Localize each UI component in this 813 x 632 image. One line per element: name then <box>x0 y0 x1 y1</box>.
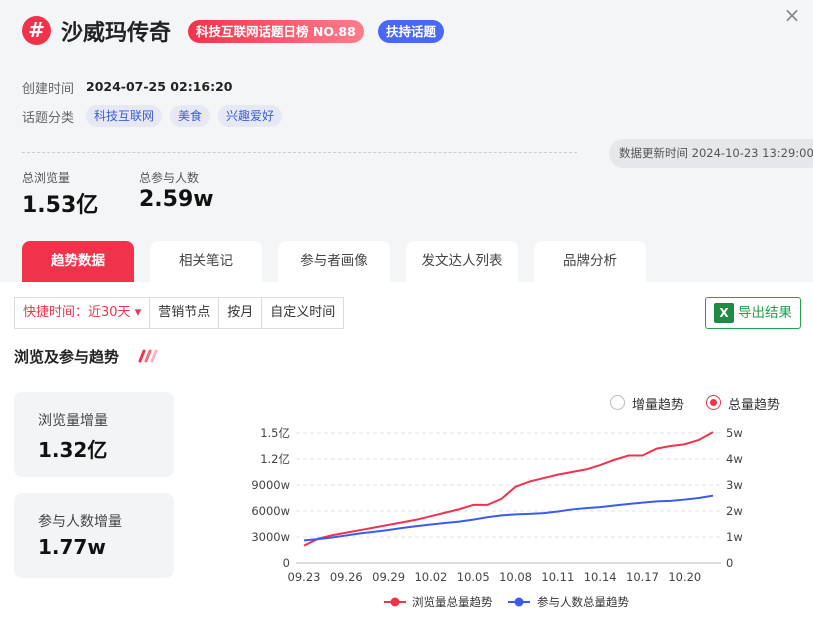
time-filter-bar: 快捷时间：近30天 ▾ 营销节点 按月 自定义时间 <box>14 297 345 329</box>
total-trend-radio[interactable]: 总量趋势 <box>706 394 780 413</box>
export-button[interactable]: X 导出结果 <box>705 297 801 329</box>
close-icon[interactable]: × <box>783 3 801 27</box>
radio-label: 增量趋势 <box>632 398 685 413</box>
category-label: 话题分类 <box>22 111 75 126</box>
total-views-value: 1.53亿 <box>22 193 99 218</box>
hashtag-icon: # <box>22 16 51 45</box>
rank-badge: 科技互联网话题日榜 NO.88 <box>188 20 364 43</box>
data-update-time: 数据更新时间 2024-10-23 13:29:00 <box>609 139 813 168</box>
custom-time-button[interactable]: 自定义时间 <box>270 305 336 320</box>
quick-time-select[interactable]: 快捷时间：近30天 ▾ <box>15 298 151 328</box>
tab-brand-analysis[interactable]: 品牌分析 <box>534 241 646 282</box>
total-participants-value: 2.59w <box>139 187 214 212</box>
views-increment-label: 浏览量增量 <box>38 413 108 429</box>
total-views-label: 总浏览量 <box>22 171 71 185</box>
tab-trend-data[interactable]: 趋势数据 <box>22 241 134 282</box>
quick-time-value: 近30天 <box>88 305 131 320</box>
views-increment-card: 浏览量增量 1.32亿 <box>14 392 174 477</box>
radio-circle <box>610 395 625 410</box>
title-decoration-icon <box>138 349 158 363</box>
export-label: 导出结果 <box>738 305 792 321</box>
category-tag: 美食 <box>170 105 211 127</box>
total-participants-label: 总参与人数 <box>139 171 200 185</box>
section-title: 浏览及参与趋势 <box>14 348 120 366</box>
category-tag: 科技互联网 <box>86 105 163 127</box>
divider <box>22 152 577 153</box>
excel-icon: X <box>714 303 734 323</box>
radio-label: 总量趋势 <box>728 398 781 413</box>
tab-creator-list[interactable]: 发文达人列表 <box>406 241 518 282</box>
created-time-value: 2024-07-25 02:16:20 <box>86 79 233 94</box>
topic-title: 沙威玛传奇 <box>61 21 172 46</box>
quick-time-label: 快捷时间： <box>23 305 89 320</box>
increment-trend-radio[interactable]: 增量趋势 <box>610 394 684 413</box>
radio-circle <box>706 395 721 410</box>
created-time-label: 创建时间 <box>22 82 75 97</box>
tab-participant-profile[interactable]: 参与者画像 <box>278 241 390 282</box>
chevron-down-icon: ▾ <box>134 305 142 320</box>
category-tag: 兴趣爱好 <box>218 105 283 127</box>
marketing-node-button[interactable]: 营销节点 <box>150 298 220 328</box>
participants-increment-label: 参与人数增量 <box>38 514 122 530</box>
tab-related-notes[interactable]: 相关笔记 <box>150 241 262 282</box>
participants-increment-value: 1.77w <box>38 535 106 559</box>
support-badge: 扶持话题 <box>378 20 445 43</box>
by-month-button[interactable]: 按月 <box>219 298 263 328</box>
participants-increment-card: 参与人数增量 1.77w <box>14 493 174 578</box>
views-increment-value: 1.32亿 <box>38 438 108 462</box>
